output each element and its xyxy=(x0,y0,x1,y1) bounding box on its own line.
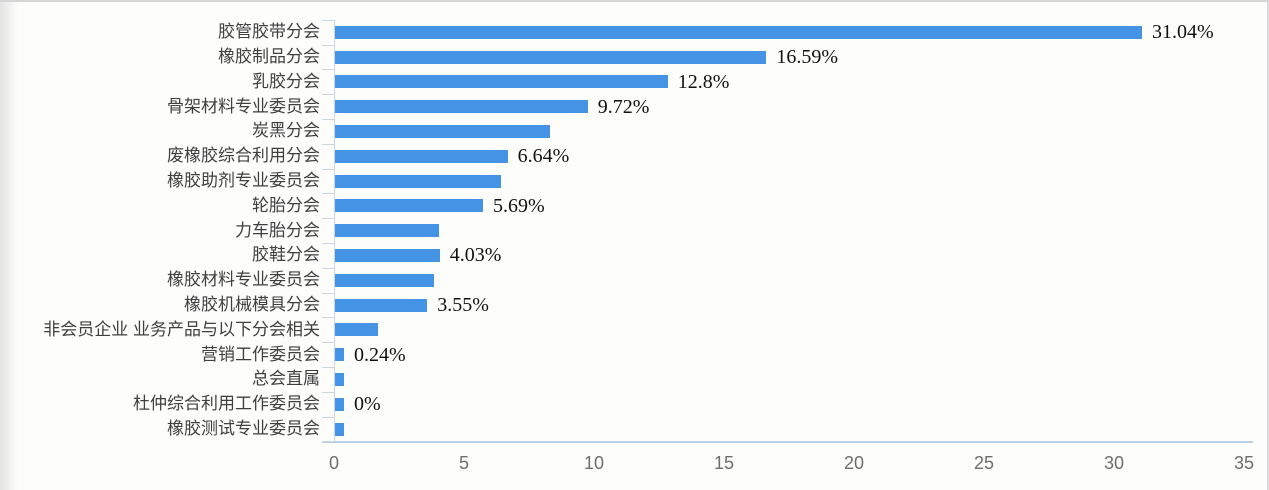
category-label: 乳胶分会 xyxy=(252,71,320,91)
bar xyxy=(335,149,508,163)
y-axis-tick xyxy=(322,367,334,368)
bar xyxy=(335,323,378,337)
bar xyxy=(335,174,502,188)
bar xyxy=(335,100,588,114)
category-label: 胶管胶带分会 xyxy=(218,22,320,42)
category-label: 骨架材料专业委员会 xyxy=(167,96,320,116)
bar xyxy=(335,397,344,411)
value-label: 6.64% xyxy=(517,145,570,168)
bar xyxy=(335,124,550,138)
category-label: 非会员企业 业务产品与以下分会相关 xyxy=(43,319,320,339)
y-axis-tick xyxy=(322,143,334,145)
x-axis-tick-label: 30 xyxy=(1103,453,1125,474)
category-label: 胶鞋分会 xyxy=(252,245,320,265)
bar xyxy=(335,372,344,386)
y-axis-tick xyxy=(322,69,334,71)
x-axis-tick-label: 20 xyxy=(843,453,865,474)
category-label: 力车胎分会 xyxy=(235,220,320,240)
value-label: 0.24% xyxy=(354,343,406,366)
category-label: 橡胶测试专业委员会 xyxy=(167,419,320,438)
value-label: 0% xyxy=(354,393,381,416)
value-label: 12.8% xyxy=(677,70,730,93)
x-axis-tick-label: 5 xyxy=(458,453,469,474)
x-axis-line xyxy=(322,441,1253,444)
value-label: 16.59% xyxy=(776,46,838,68)
category-label: 橡胶助剂专业委员会 xyxy=(167,171,320,190)
bar xyxy=(335,298,428,312)
category-label: 杜仲综合利用工作委员会 xyxy=(133,394,320,414)
x-axis-tick-label: 10 xyxy=(583,453,605,474)
category-label: 营销工作委员会 xyxy=(201,344,320,364)
category-label: 橡胶机械模具分会 xyxy=(184,295,320,314)
y-axis-tick xyxy=(322,243,334,244)
bar xyxy=(335,50,767,64)
y-axis-tick xyxy=(322,19,334,21)
bar xyxy=(335,25,1143,39)
bar xyxy=(335,75,668,89)
bar xyxy=(335,348,344,362)
y-axis-tick xyxy=(322,292,334,294)
bar xyxy=(335,224,439,238)
bar xyxy=(335,422,344,436)
value-label: 3.55% xyxy=(437,294,489,316)
category-label: 废橡胶综合利用分会 xyxy=(167,146,320,166)
y-axis-tick xyxy=(322,193,334,195)
value-label: 5.69% xyxy=(492,194,545,217)
y-axis-tick xyxy=(322,441,334,443)
bar xyxy=(335,248,440,262)
category-label: 橡胶材料专业委员会 xyxy=(167,270,320,290)
value-label: 31.04% xyxy=(1152,21,1214,44)
y-axis-tick xyxy=(322,416,334,418)
value-label: 4.03% xyxy=(449,244,502,267)
y-axis-tick xyxy=(322,317,334,319)
y-axis-line xyxy=(334,19,335,442)
x-axis-tick-label: 0 xyxy=(328,453,339,474)
y-axis-tick xyxy=(322,44,334,46)
y-axis-tick xyxy=(322,342,334,344)
category-label: 总会直属 xyxy=(252,369,320,389)
y-axis-tick xyxy=(322,218,334,220)
bar xyxy=(335,273,434,287)
bar xyxy=(335,199,483,213)
y-axis-tick xyxy=(322,391,334,393)
x-axis-tick-label: 35 xyxy=(1233,453,1255,474)
y-axis-tick xyxy=(322,119,334,120)
x-axis-tick-label: 15 xyxy=(713,453,735,474)
category-label: 炭黑分会 xyxy=(252,121,320,141)
category-label: 轮胎分会 xyxy=(252,195,320,215)
x-axis-tick-label: 25 xyxy=(973,453,995,474)
value-label: 9.72% xyxy=(597,95,650,118)
y-axis-tick xyxy=(322,94,334,96)
y-axis-tick xyxy=(322,168,334,170)
category-label: 橡胶制品分会 xyxy=(218,47,320,66)
y-axis-tick xyxy=(322,267,334,269)
